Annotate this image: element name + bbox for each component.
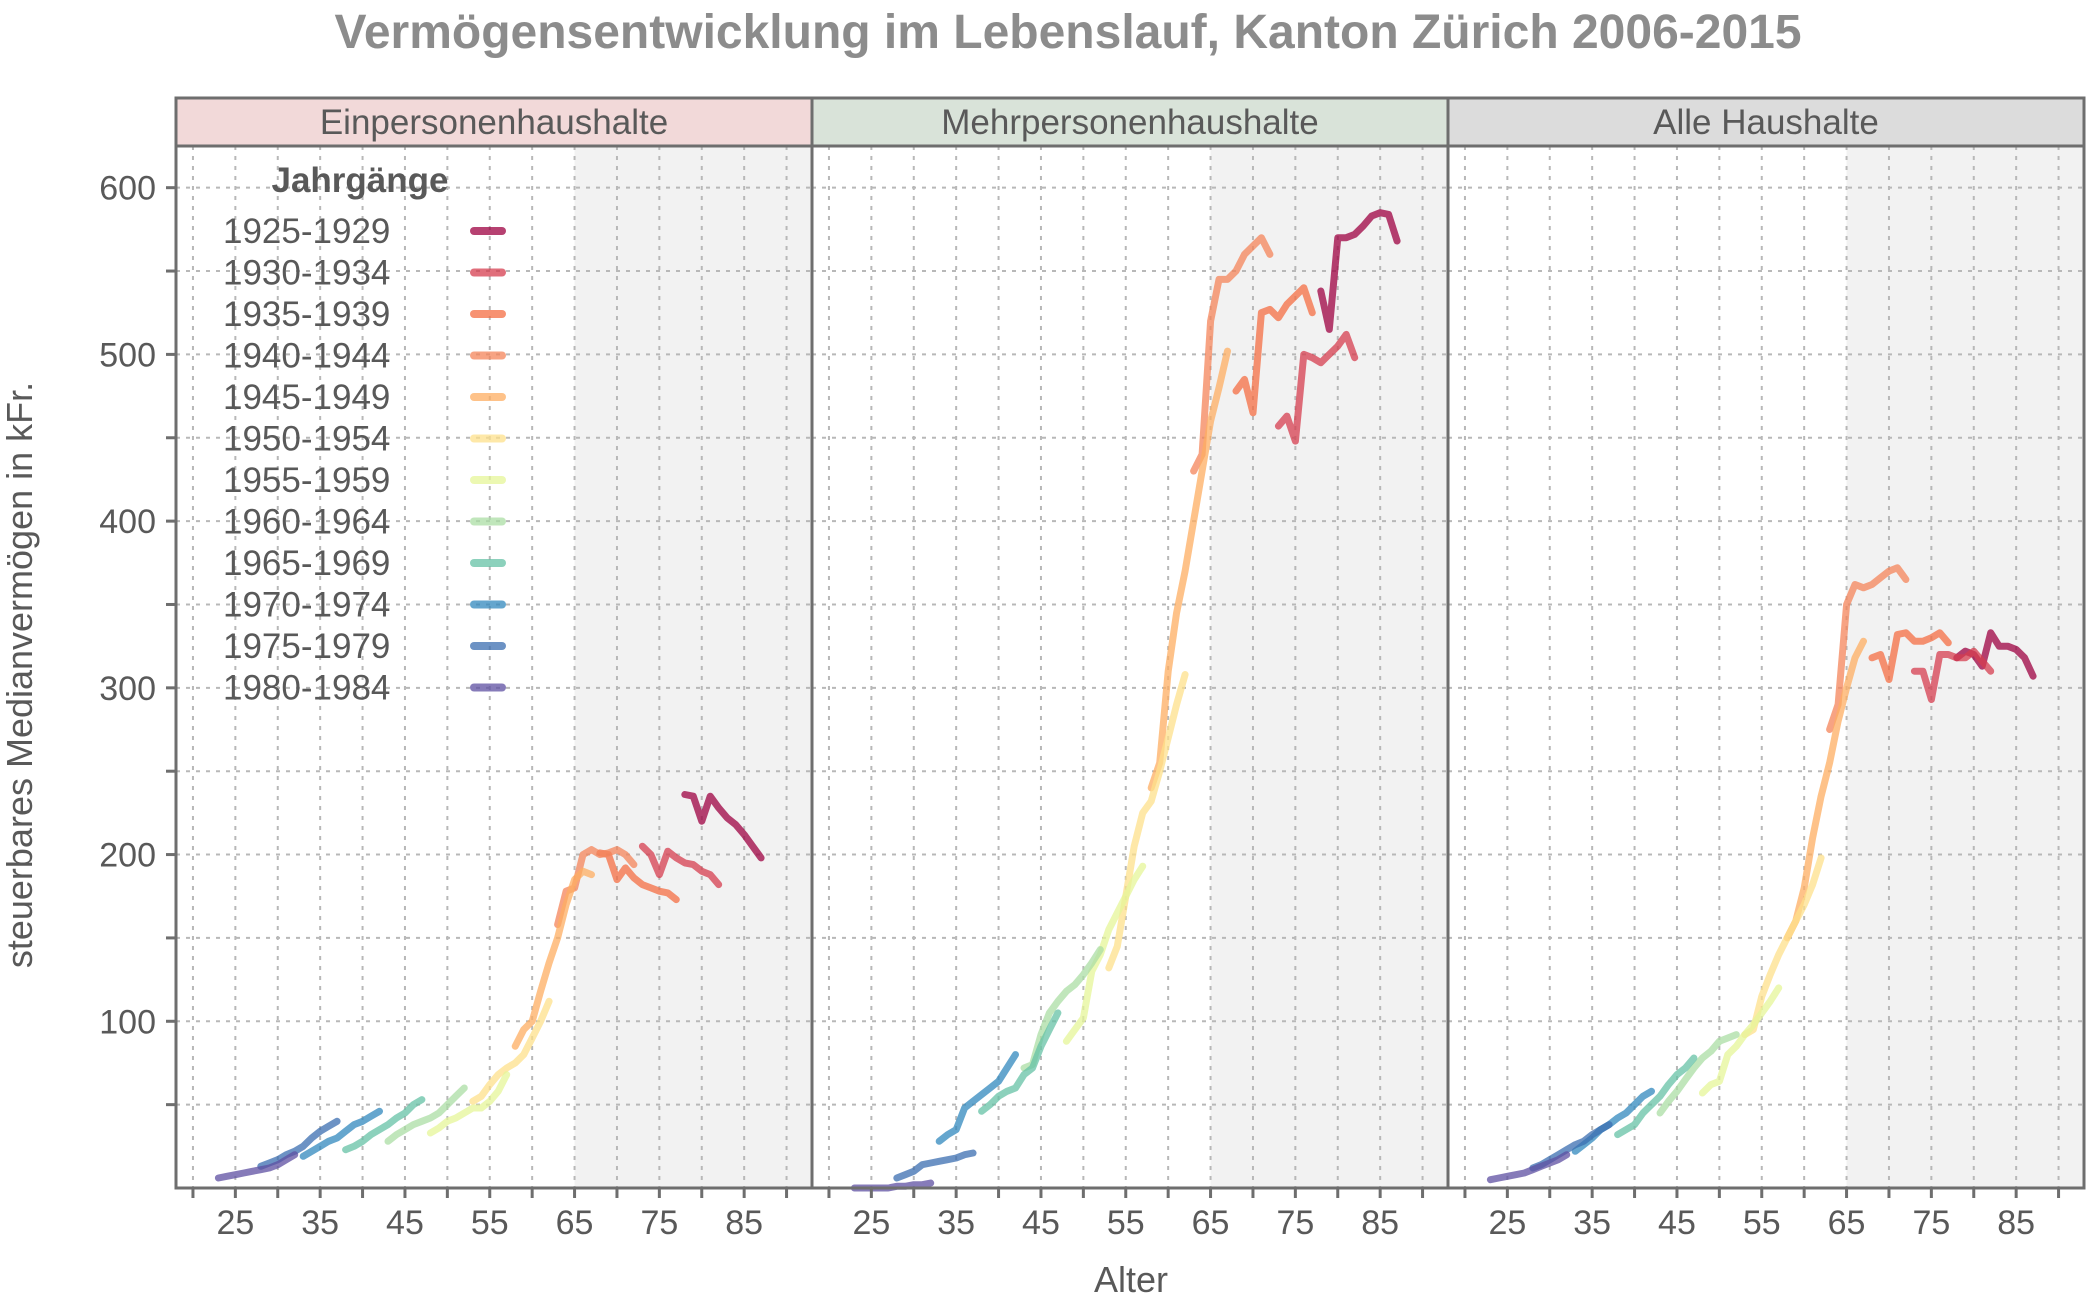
series-line-1950-1954 xyxy=(469,997,553,1105)
series-line-1930-1934 xyxy=(1910,647,1995,703)
legend-item-1940-1944: 1940-1944 xyxy=(223,337,506,376)
series-line-1955-1959 xyxy=(1698,984,1783,1097)
series-line-1970-1974 xyxy=(299,1107,383,1160)
series-line-1930-1934 xyxy=(1274,330,1359,445)
panel-strip-label: Alle Haushalte xyxy=(1653,103,1879,142)
series-line-1945-1949 xyxy=(511,867,595,1050)
series-line-1970-1974 xyxy=(935,1051,1019,1145)
legend-label: 1945-1949 xyxy=(223,378,390,417)
series-line-1925-1929 xyxy=(1317,209,1401,333)
x-axis-label: Alter xyxy=(1094,1259,1168,1300)
series-line-1965-1969 xyxy=(978,1009,1062,1115)
x-tick-label: 55 xyxy=(471,1204,509,1242)
legend-item-1925-1929: 1925-1929 xyxy=(223,212,506,251)
legend-item-1975-1979: 1975-1979 xyxy=(223,627,506,666)
y-tick-label: 300 xyxy=(99,670,156,708)
legend-item-1930-1934: 1930-1934 xyxy=(223,254,506,293)
series-line-1955-1959 xyxy=(1062,862,1147,1045)
x-tick-label: 75 xyxy=(1912,1204,1950,1242)
y-axis-label: steuerbares Medianvermögen in kFr. xyxy=(0,382,40,968)
series-line-1950-1954 xyxy=(1105,671,1189,972)
series-line-1945-1949 xyxy=(1783,637,1867,942)
x-tick-label: 35 xyxy=(301,1204,339,1242)
legend-title: Jahrgänge xyxy=(272,161,449,200)
y-tick-label: 600 xyxy=(99,170,156,208)
x-tick-label: 65 xyxy=(1828,1204,1866,1242)
x-tick-label: 45 xyxy=(386,1204,424,1242)
panel-strip xyxy=(810,96,1450,148)
legend-label: 1925-1929 xyxy=(223,212,390,251)
series-line-1960-1964 xyxy=(1656,1031,1740,1117)
series-line-1960-1964 xyxy=(384,1084,468,1145)
legend-item-1950-1954: 1950-1954 xyxy=(223,420,506,459)
panel-alle haushalte: Alle Haushalte 25 35 45 55 65 75 85 xyxy=(1446,96,2086,1242)
series-line-1935-1939 xyxy=(1868,629,1952,683)
legend-item-1945-1949: 1945-1949 xyxy=(223,378,506,417)
panel-mehrpersonenhaushalte: Mehrpersonenhaushalte 25 35 45 55 65 75 85 xyxy=(810,96,1450,1242)
series-line-1945-1949 xyxy=(1147,347,1231,792)
legend-item-1970-1974: 1970-1974 xyxy=(223,586,506,625)
panel-strip-label: Mehrpersonenhaushalte xyxy=(941,103,1318,142)
legend-label: 1955-1959 xyxy=(223,461,390,500)
chart-title: Vermögensentwicklung im Lebenslauf, Kant… xyxy=(334,6,1801,59)
legend-item-1960-1964: 1960-1964 xyxy=(223,503,506,542)
x-tick-label: 85 xyxy=(1997,1204,2035,1242)
legend-label: 1960-1964 xyxy=(223,503,390,542)
y-tick-label: 400 xyxy=(99,503,156,541)
series-line-1980-1984 xyxy=(1486,1151,1571,1184)
x-tick-label: 65 xyxy=(556,1204,594,1242)
panel-einpersonenhaushalte: Einpersonenhaushalte 25 35 45 55 65 75 85 xyxy=(174,96,814,1242)
x-tick-label: 45 xyxy=(1658,1204,1696,1242)
x-tick-label: 35 xyxy=(1573,1204,1611,1242)
legend: Jahrgänge 1925-19291930-19341935-1939194… xyxy=(223,161,506,708)
series-line-1940-1944 xyxy=(1826,564,1910,733)
x-tick-label: 65 xyxy=(1192,1204,1230,1242)
series-line-1925-1929 xyxy=(681,791,765,862)
legend-label: 1980-1984 xyxy=(223,669,390,708)
y-tick-label: 100 xyxy=(99,1003,156,1041)
x-tick-label: 45 xyxy=(1022,1204,1060,1242)
series-line-1930-1934 xyxy=(638,842,723,889)
series-line-1975-1979 xyxy=(257,1117,341,1170)
y-tick-label: 500 xyxy=(99,336,156,374)
x-tick-label: 85 xyxy=(725,1204,763,1242)
y-tick-label: 200 xyxy=(99,837,156,875)
shaded-region xyxy=(574,146,812,1188)
series-line-1965-1969 xyxy=(1614,1054,1698,1139)
y-axis: 100 200 300 400 500 600 xyxy=(99,170,176,1107)
series-line-1975-1979 xyxy=(893,1149,977,1182)
x-tick-label: 55 xyxy=(1743,1204,1781,1242)
legend-label: 1935-1939 xyxy=(223,295,390,334)
x-tick-label: 25 xyxy=(1488,1204,1526,1242)
series-line-1940-1944 xyxy=(1190,234,1274,475)
legend-item-1955-1959: 1955-1959 xyxy=(223,461,506,500)
legend-item-1965-1969: 1965-1969 xyxy=(223,544,506,583)
legend-item-1935-1939: 1935-1939 xyxy=(223,295,506,334)
legend-label: 1970-1974 xyxy=(223,586,390,625)
series-line-1965-1969 xyxy=(342,1096,426,1154)
x-tick-label: 55 xyxy=(1107,1204,1145,1242)
panel-strip-label: Einpersonenhaushalte xyxy=(320,103,668,142)
legend-label: 1930-1934 xyxy=(223,254,390,293)
x-tick-label: 75 xyxy=(640,1204,678,1242)
legend-item-1980-1984: 1980-1984 xyxy=(223,669,506,708)
legend-label: 1950-1954 xyxy=(223,420,390,459)
x-tick-label: 25 xyxy=(852,1204,890,1242)
series-line-1955-1959 xyxy=(426,1071,511,1137)
x-tick-label: 25 xyxy=(216,1204,254,1242)
legend-label: 1975-1979 xyxy=(223,627,390,666)
series-line-1935-1939 xyxy=(1232,284,1316,417)
x-tick-label: 35 xyxy=(937,1204,975,1242)
x-tick-label: 75 xyxy=(1276,1204,1314,1242)
panel-frame xyxy=(1446,144,2086,1190)
panel-strip xyxy=(1446,96,2086,148)
series-line-1935-1939 xyxy=(596,849,680,904)
legend-label: 1940-1944 xyxy=(223,337,390,376)
legend-label: 1965-1969 xyxy=(223,544,390,583)
series-line-1980-1984 xyxy=(214,1151,299,1182)
x-tick-label: 85 xyxy=(1361,1204,1399,1242)
